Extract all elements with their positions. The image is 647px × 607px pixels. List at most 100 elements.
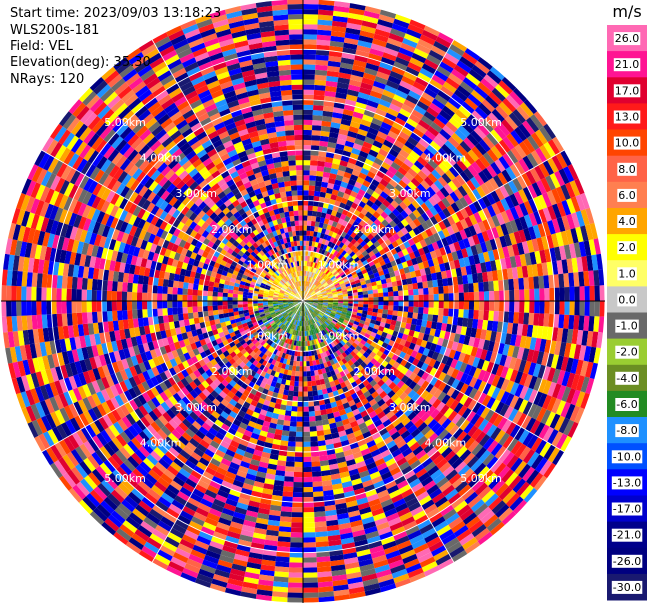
gate-cell	[326, 75, 339, 83]
gate-cell	[312, 297, 318, 300]
gate-cell	[330, 254, 336, 261]
gate-cell	[570, 196, 581, 213]
gate-cell	[531, 150, 543, 166]
gate-cell	[315, 237, 320, 243]
gate-cell	[365, 62, 380, 72]
gate-cell	[310, 277, 314, 283]
gate-cell	[392, 286, 399, 292]
gate-cell	[438, 61, 454, 73]
gate-cell	[475, 243, 483, 255]
gate-cell	[565, 229, 574, 245]
gate-cell	[327, 241, 333, 248]
gate-cell	[472, 234, 481, 245]
gate-cell	[358, 274, 365, 280]
gate-cell	[316, 34, 331, 41]
gate-cell	[408, 265, 415, 273]
gate-cell	[313, 105, 324, 111]
gate-cell	[385, 277, 392, 284]
gate-cell	[330, 242, 336, 249]
gate-cell	[509, 206, 520, 220]
gate-cell	[329, 274, 335, 279]
gate-cell	[467, 164, 479, 177]
gate-cell	[320, 266, 325, 272]
gate-cell	[551, 155, 564, 171]
gate-cell	[472, 273, 479, 284]
gate-cell	[306, 286, 309, 292]
gate-cell	[431, 74, 446, 86]
gate-cell	[306, 266, 309, 272]
gate-cell	[465, 265, 472, 275]
gate-cell	[303, 215, 308, 221]
gate-cell	[309, 271, 313, 278]
gate-cell	[319, 135, 329, 142]
gate-cell	[411, 200, 421, 210]
gate-cell	[498, 156, 510, 170]
gate-cell	[535, 129, 548, 145]
gate-cell	[352, 64, 366, 73]
gate-cell	[312, 294, 318, 298]
gate-cell	[379, 178, 389, 187]
gate-cell	[425, 209, 434, 219]
gate-cell	[446, 205, 456, 216]
gate-cell	[317, 24, 332, 31]
gate-cell	[344, 233, 351, 240]
gate-cell	[462, 275, 469, 285]
gate-cell	[382, 117, 395, 127]
gate-cell	[387, 75, 402, 85]
gate-cell	[357, 40, 372, 49]
gate-cell	[338, 72, 352, 80]
gate-cell	[306, 230, 311, 236]
gate-cell	[343, 145, 353, 153]
gate-cell	[319, 287, 325, 291]
gate-cell	[377, 222, 386, 231]
gate-cell	[476, 232, 485, 244]
gate-cell	[500, 198, 510, 211]
gate-cell	[306, 281, 309, 287]
gate-cell	[310, 220, 316, 227]
gate-cell	[303, 291, 305, 296]
gate-cell	[344, 140, 355, 148]
gate-cell	[303, 69, 316, 75]
gate-cell	[335, 284, 341, 289]
gate-cell	[314, 69, 328, 76]
gate-cell	[329, 173, 337, 180]
gate-cell	[374, 187, 383, 196]
gate-cell	[375, 280, 382, 286]
gate-cell	[319, 278, 325, 284]
gate-cell	[317, 297, 323, 300]
gate-cell	[324, 284, 330, 289]
gate-cell	[303, 240, 307, 246]
gate-cell	[543, 142, 556, 158]
gate-cell	[323, 197, 331, 204]
gate-cell	[532, 224, 542, 239]
gate-cell	[428, 49, 444, 62]
gate-cell	[319, 191, 326, 198]
gate-cell	[407, 168, 418, 178]
gate-cell	[309, 256, 313, 262]
gate-cell	[344, 239, 351, 247]
gate-cell	[420, 152, 431, 163]
gate-cell	[317, 294, 323, 298]
gate-cell	[346, 263, 352, 269]
gate-cell	[522, 155, 534, 171]
gate-cell	[314, 252, 319, 258]
gate-cell	[349, 278, 355, 283]
gate-cell	[567, 163, 579, 181]
gate-cell	[478, 170, 489, 184]
gate-cell	[368, 149, 379, 158]
gate-cell	[424, 58, 439, 70]
gate-cell	[329, 283, 335, 288]
gate-cell	[350, 74, 363, 83]
gate-cell	[327, 272, 333, 278]
gate-cell	[307, 296, 313, 300]
gate-cell	[372, 38, 387, 48]
gate-cell	[311, 215, 317, 222]
gate-cell	[451, 68, 466, 82]
gate-cell	[378, 292, 384, 297]
gate-cell	[383, 157, 394, 166]
gate-cell	[309, 230, 314, 237]
gate-cell	[336, 267, 343, 273]
gate-cell	[484, 115, 498, 130]
gate-cell	[355, 101, 367, 110]
gate-cell	[303, 49, 317, 55]
